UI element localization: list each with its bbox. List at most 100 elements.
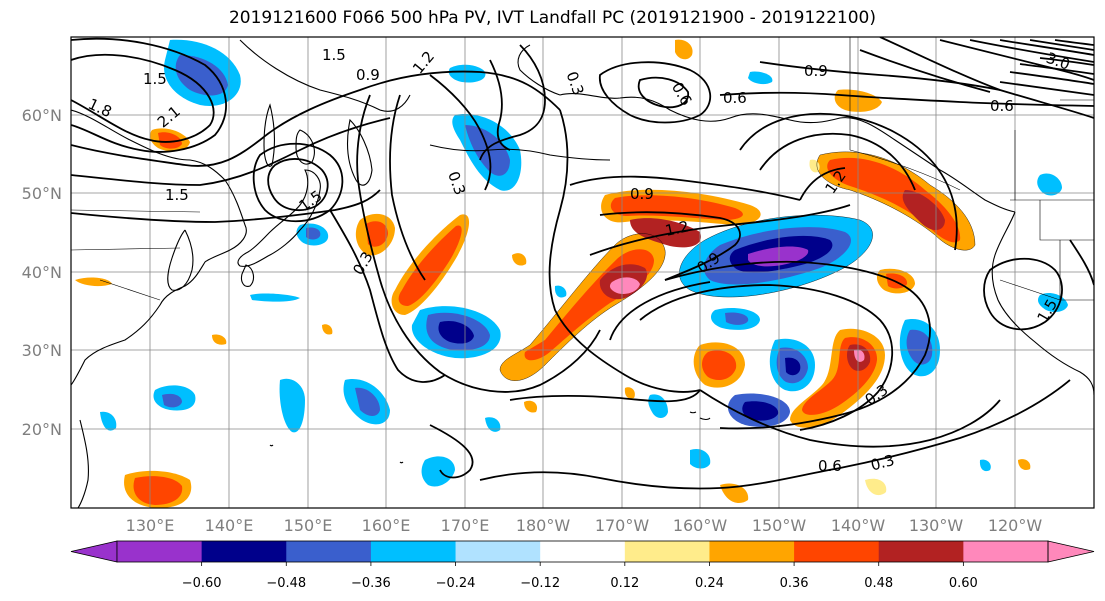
negative-feature [250, 293, 300, 302]
contour-line [1029, 39, 1094, 51]
negative-feature [485, 417, 501, 432]
negative-feature [710, 308, 760, 330]
ivt-contours [71, 37, 1094, 490]
contour-labels: 1.5 1.5 1.8 2.1 1.5 1.5 1.2 0.9 0.3 0.3 … [85, 46, 1072, 475]
contour-line [759, 132, 916, 191]
contour-line [983, 257, 1063, 331]
positive-feature [75, 277, 112, 287]
colorbar-label: −0.48 [266, 576, 306, 591]
map-frame [70, 36, 1095, 509]
colorbar-extend-left [70, 540, 118, 563]
colorbar-label: 0.36 [780, 576, 809, 591]
colorbar [70, 540, 1095, 563]
contour-label: 2.1 [154, 102, 184, 131]
contour-line [999, 39, 1094, 56]
colorbar-swatch [117, 541, 203, 562]
negative-feature [979, 459, 991, 472]
positive-feature [124, 470, 192, 508]
negative-feature [554, 285, 567, 298]
contour-label: 0.9 [804, 62, 828, 80]
colorbar-swatch [624, 541, 710, 562]
colorbar-outline [116, 540, 1049, 563]
colorbar-swatch [540, 541, 626, 562]
positive-feature [212, 334, 227, 345]
contour-line [1009, 71, 1094, 85]
colorbar-swatch [286, 541, 372, 562]
contour-line [356, 94, 601, 393]
positive-feature [816, 151, 975, 251]
positive-feature [624, 387, 635, 399]
contour-line [739, 112, 958, 251]
longitude-label: 120°W [988, 516, 1043, 535]
contour-line [389, 94, 426, 281]
contour-line [329, 209, 446, 383]
positive-feature [1018, 459, 1031, 470]
contour-line [664, 260, 931, 430]
positive-feature [512, 253, 527, 266]
longitude-label: 150°E [284, 516, 333, 535]
latitude-label: 50°N [22, 184, 62, 203]
contour-line [479, 44, 546, 161]
contour-line [589, 204, 851, 256]
contour-label: 0.6 [990, 97, 1014, 115]
contour-line [267, 158, 329, 212]
longitude-label: 160°W [673, 516, 728, 535]
negative-feature [164, 39, 241, 106]
contour-line [548, 109, 701, 393]
contour-label: 1.2 [663, 217, 690, 240]
contour-line [429, 74, 492, 191]
contour-line [609, 281, 711, 341]
contour-label: 0.9 [356, 66, 380, 84]
contour-line [1054, 39, 1094, 46]
contour-line [252, 142, 344, 223]
contour-line [759, 61, 1001, 91]
negative-feature [100, 411, 117, 431]
colorbar-labels: −0.60 −0.48 −0.36 −0.24 −0.12 0.12 0.24 0.36 0.4… [182, 562, 978, 591]
longitude-label: 170°W [595, 516, 650, 535]
contour-line [479, 379, 1071, 490]
contour-label: 0.6 [723, 89, 747, 107]
colorbar-swatch [201, 541, 287, 562]
contour-line [639, 284, 894, 431]
latitude-label: 20°N [22, 420, 62, 439]
colorbar-label: −0.60 [182, 576, 222, 591]
colorbar-swatch [709, 541, 795, 562]
positive-feature [500, 233, 666, 381]
colorbar-swatch [794, 541, 880, 562]
contour-line [969, 39, 1094, 63]
negative-feature [648, 394, 668, 418]
contour-line [489, 59, 511, 151]
contour-label: 1.5 [165, 186, 189, 204]
negative-feature [448, 64, 486, 83]
colorbar-label: −0.12 [520, 576, 560, 591]
pv-anomaly-fills [75, 39, 1068, 508]
contour-label: 0.6 [818, 457, 842, 475]
contour-label: 0.9 [630, 185, 654, 203]
colorbar-label: −0.24 [436, 576, 476, 591]
negative-feature [343, 379, 390, 425]
graticule [71, 37, 1094, 508]
contour-line [859, 49, 991, 93]
colorbar-swatch [963, 541, 1049, 562]
contour-line [429, 424, 474, 479]
colorbar-extend-right [1047, 540, 1095, 563]
negative-feature [748, 71, 773, 85]
longitude-label: 130°E [126, 516, 175, 535]
contour-line [637, 76, 689, 109]
latitude-label: 40°N [22, 263, 62, 282]
negative-feature [1037, 173, 1062, 196]
contour-label: 1.5 [322, 46, 346, 64]
contour-line [1039, 57, 1094, 66]
colorbar-label: 0.12 [610, 576, 639, 591]
negative-feature [421, 456, 455, 487]
longitude-label: 130°W [909, 516, 964, 535]
contour-label: 0.6 [668, 79, 696, 109]
map-title: 2019121600 F066 500 hPa PV, IVT Landfall… [228, 8, 876, 28]
colorbar-swatch [455, 541, 541, 562]
latitude-label: 60°N [22, 106, 62, 125]
positive-feature [322, 324, 333, 335]
positive-feature [391, 214, 470, 315]
colorbar-label: 0.60 [949, 576, 978, 591]
positive-feature [675, 39, 693, 60]
contour-line [999, 81, 1094, 96]
